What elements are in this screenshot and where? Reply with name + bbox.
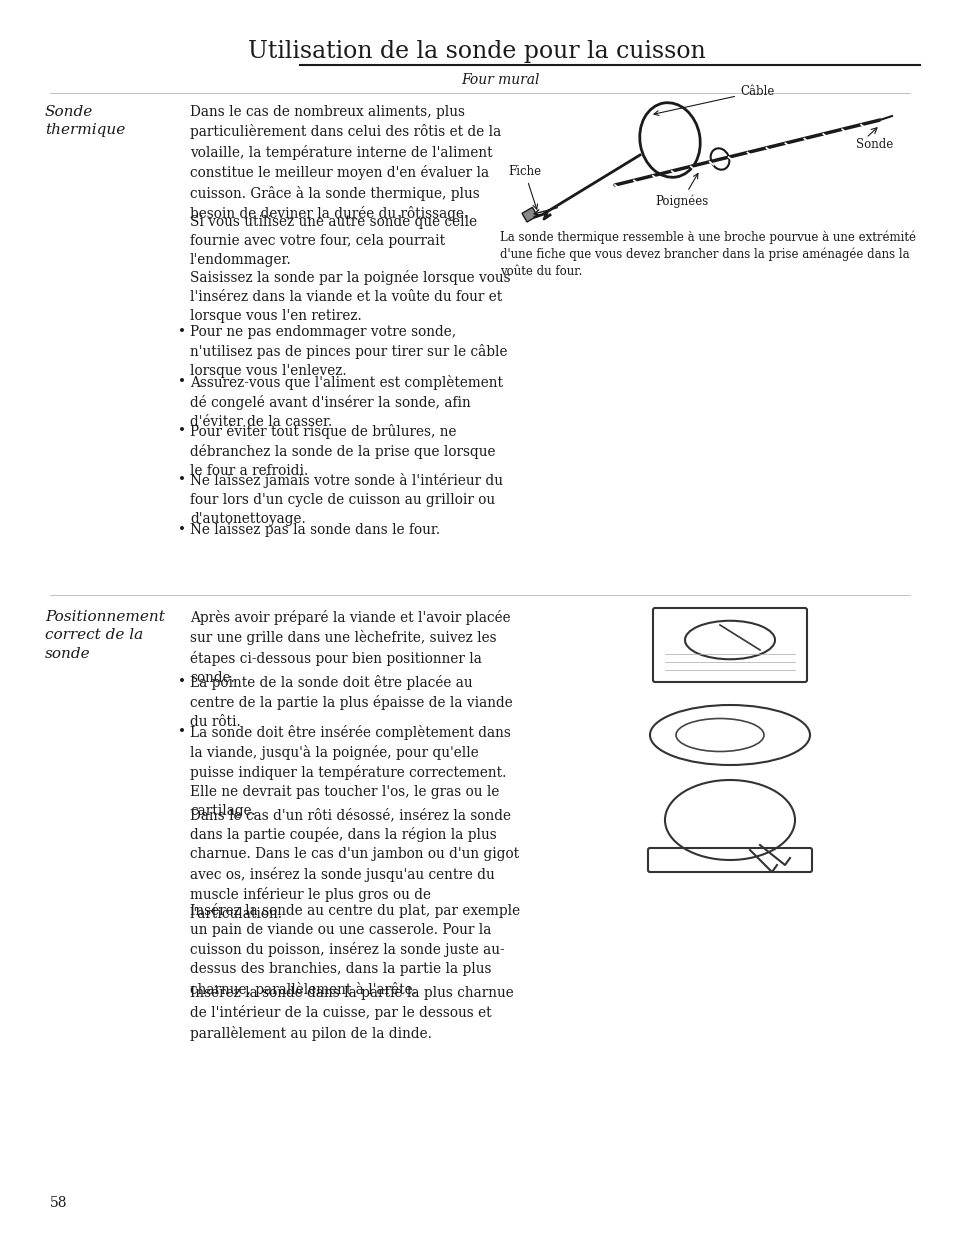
Text: Pour éviter tout risque de brûlures, ne
débranchez la sonde de la prise que lors: Pour éviter tout risque de brûlures, ne … [190,424,495,478]
Text: Sonde: Sonde [855,138,892,152]
Text: •: • [178,424,186,438]
Text: Insérez la sonde dans la partie la plus charnue
de l'intérieur de la cuisse, par: Insérez la sonde dans la partie la plus … [190,986,514,1041]
Text: Fiche: Fiche [507,165,540,209]
Text: 58: 58 [50,1195,68,1210]
Text: Dans le cas de nombreux aliments, plus
particulièrement dans celui des rôtis et : Dans le cas de nombreux aliments, plus p… [190,105,500,221]
Text: La pointe de la sonde doit être placée au
centre de la partie la plus épaisse de: La pointe de la sonde doit être placée a… [190,676,512,730]
Bar [521,207,537,222]
Text: Dans le cas d'un rôti désossé, insérez la sonde
dans la partie coupée, dans la r: Dans le cas d'un rôti désossé, insérez l… [190,808,518,921]
Text: •: • [178,325,186,338]
Text: Pour ne pas endommager votre sonde,
n'utilisez pas de pinces pour tirer sur le c: Pour ne pas endommager votre sonde, n'ut… [190,325,507,378]
Text: Si vous utilisez une autre sonde que celle
fournie avec votre four, cela pourrai: Si vous utilisez une autre sonde que cel… [190,215,476,267]
Text: Utilisation de la sonde pour la cuisson: Utilisation de la sonde pour la cuisson [248,40,705,63]
Text: •: • [178,725,186,739]
Text: Ne laissez jamais votre sonde à l'intérieur du
four lors d'un cycle de cuisson a: Ne laissez jamais votre sonde à l'intéri… [190,473,502,526]
Text: Four mural: Four mural [460,73,538,86]
Text: Assurez-vous que l'aliment est complètement
dé congelé avant d'insérer la sonde,: Assurez-vous que l'aliment est complètem… [190,374,502,429]
Text: •: • [178,676,186,689]
Text: Insérez la sonde au centre du plat, par exemple
un pain de viande ou une cassero: Insérez la sonde au centre du plat, par … [190,903,519,997]
Text: Positionnement
correct de la
sonde: Positionnement correct de la sonde [45,610,165,661]
Text: Après avoir préparé la viande et l'avoir placée
sur une grille dans une lèchefri: Après avoir préparé la viande et l'avoir… [190,610,510,684]
Text: La sonde doit être insérée complètement dans
la viande, jusqu'à la poignée, pour: La sonde doit être insérée complètement … [190,725,511,819]
Text: Poignées: Poignées [655,173,707,207]
Text: Ne laissez pas la sonde dans le four.: Ne laissez pas la sonde dans le four. [190,522,439,537]
Text: Câble: Câble [653,85,774,115]
Text: La sonde thermique ressemble à une broche pourvue à une extrémité
d'une fiche qu: La sonde thermique ressemble à une broch… [499,230,915,278]
Text: Sonde
thermique: Sonde thermique [45,105,125,137]
Text: •: • [178,473,186,488]
Text: •: • [178,522,186,537]
Text: •: • [178,374,186,389]
Text: Saisissez la sonde par la poignée lorsque vous
l'insérez dans la viande et la vo: Saisissez la sonde par la poignée lorsqu… [190,270,510,322]
